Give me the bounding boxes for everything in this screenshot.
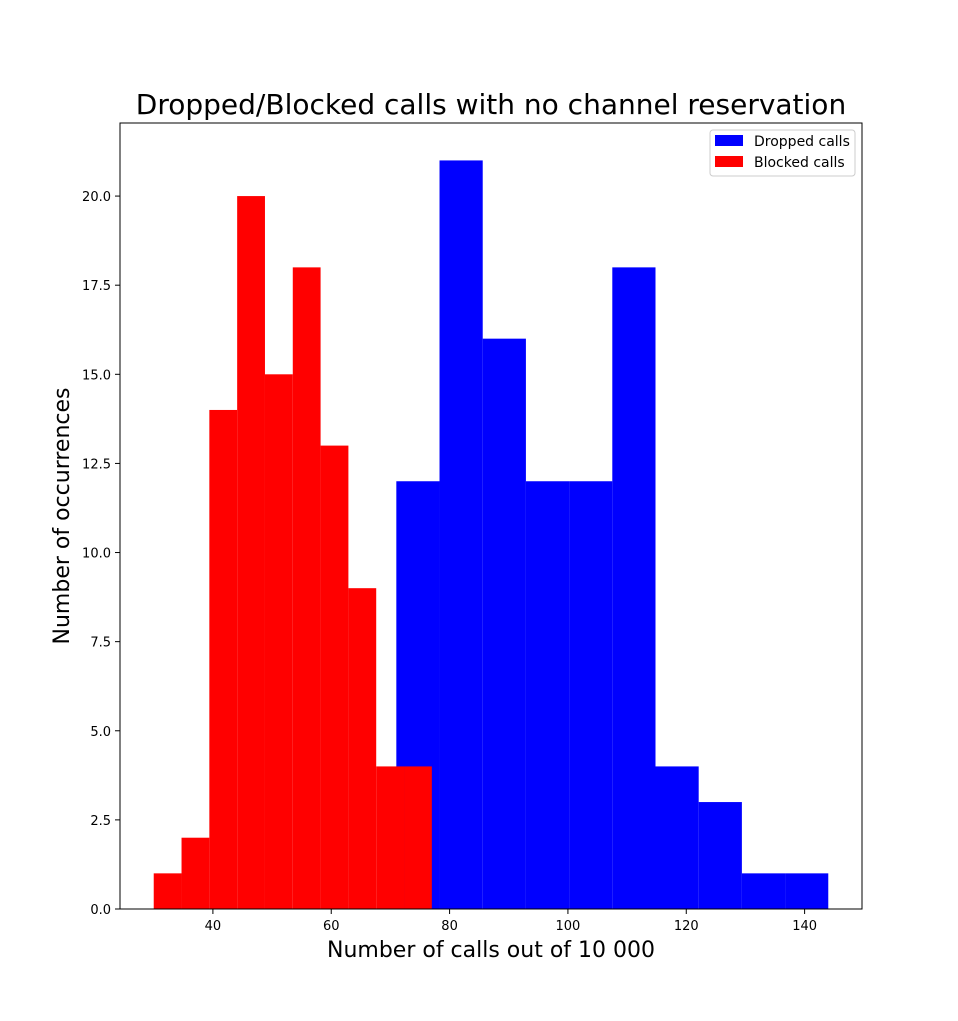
bar-blocked-7: [348, 588, 377, 909]
bar-blocked-5: [292, 267, 321, 910]
x-axis-ticks: 40 60 80 100 120 140: [205, 909, 817, 934]
y-tick-label: 20.0: [82, 190, 111, 205]
legend-swatch-dropped: [715, 135, 743, 146]
x-tick-label: 40: [205, 919, 222, 934]
bar-blocked-1: [181, 837, 210, 909]
bar-dropped-4: [569, 481, 613, 909]
x-tick-label: 140: [792, 919, 817, 934]
bar-blocked-0: [153, 873, 182, 909]
x-tick-label: 100: [556, 919, 581, 934]
plot-frame: [119, 122, 863, 910]
bar-blocked-6: [320, 445, 349, 909]
bar-dropped-7: [698, 802, 742, 909]
legend: Dropped calls Blocked calls: [709, 129, 856, 177]
x-tick-label: 80: [441, 919, 458, 934]
x-tick-label: 60: [323, 919, 340, 934]
bar-dropped-3: [525, 481, 570, 909]
bar-blocked-9: [404, 766, 432, 909]
bar-dropped-1: [439, 160, 483, 909]
legend-label-blocked: Blocked calls: [754, 155, 845, 171]
y-axis-label: Number of occurrences: [50, 388, 75, 645]
y-tick-label: 10.0: [82, 547, 111, 562]
x-axis-label: Number of calls out of 10 000: [327, 938, 655, 963]
legend-swatch-blocked: [715, 156, 743, 167]
y-tick-label: 5.0: [90, 725, 111, 740]
bar-blocked-2: [209, 409, 238, 909]
y-tick-label: 15.0: [82, 368, 111, 383]
bar-dropped-5: [612, 267, 656, 910]
y-tick-label: 0.0: [90, 903, 111, 918]
bar-dropped-9: [785, 873, 829, 909]
bar-blocked-4: [264, 374, 293, 909]
y-tick-label: 17.5: [82, 279, 111, 294]
chart-title: Dropped/Blocked calls with no channel re…: [136, 88, 846, 121]
y-tick-label: 2.5: [90, 814, 111, 829]
y-axis-ticks: 0.0 2.5 5.0 7.5 10.0 12.5 15.0 17.5 20.0: [82, 190, 120, 918]
legend-box: [709, 129, 856, 177]
y-tick-label: 12.5: [82, 457, 111, 472]
y-tick-label: 7.5: [90, 636, 111, 651]
bar-blocked-3: [237, 196, 265, 909]
bars-layer: [153, 160, 829, 910]
bar-blocked-8: [376, 766, 405, 909]
bar-dropped-6: [655, 766, 699, 909]
x-tick-label: 120: [674, 919, 699, 934]
bar-dropped-8: [741, 873, 786, 909]
bar-dropped-2: [482, 338, 526, 909]
legend-label-dropped: Dropped calls: [754, 134, 850, 150]
